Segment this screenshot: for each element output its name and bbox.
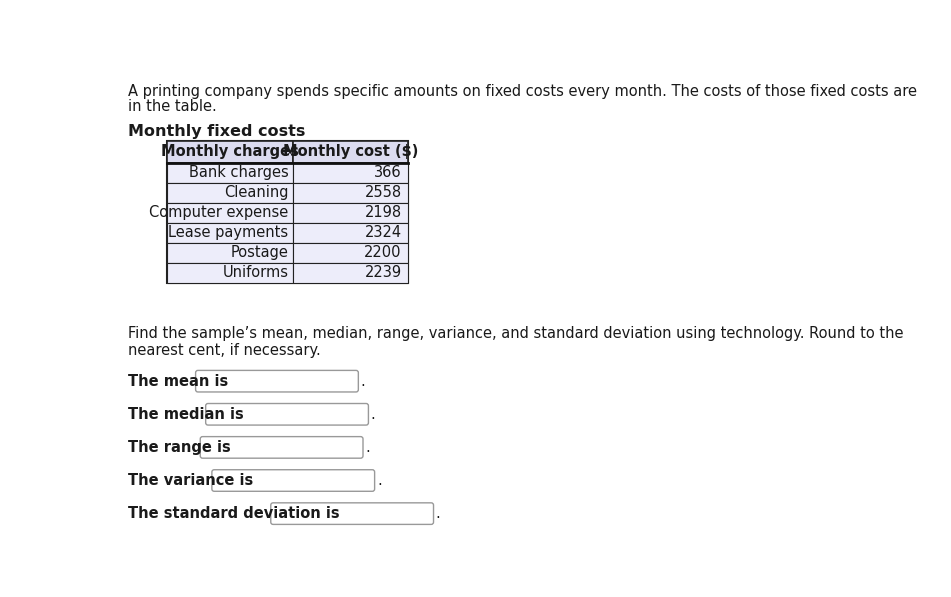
Bar (167, 223, 293, 242)
Bar (167, 263, 293, 282)
Text: 2324: 2324 (364, 225, 401, 240)
Text: Cleaning: Cleaning (224, 185, 288, 200)
Bar (167, 162, 293, 183)
Text: .: . (365, 440, 370, 455)
Text: 2558: 2558 (364, 185, 401, 200)
Text: Bank charges: Bank charges (189, 165, 288, 180)
Text: .: . (436, 506, 440, 521)
Text: Monthly fixed costs: Monthly fixed costs (128, 124, 305, 139)
Bar (293, 263, 408, 282)
Bar (167, 242, 293, 263)
Text: Lease payments: Lease payments (168, 225, 288, 240)
Bar (293, 242, 408, 263)
Text: The range is: The range is (128, 440, 231, 455)
Bar (167, 183, 293, 202)
Text: Uniforms: Uniforms (223, 265, 288, 280)
Text: A printing company spends specific amounts on fixed costs every month. The costs: A printing company spends specific amoun… (128, 84, 917, 99)
Text: 2198: 2198 (364, 205, 401, 220)
Bar (293, 202, 408, 223)
Text: .: . (360, 374, 365, 389)
Text: The median is: The median is (128, 407, 243, 422)
Bar (167, 202, 293, 223)
Bar (293, 223, 408, 242)
Bar (167, 141, 408, 282)
Text: Monthly cost ($): Monthly cost ($) (282, 144, 418, 159)
Bar (293, 141, 408, 162)
Text: Postage: Postage (231, 245, 288, 260)
Text: nearest cent, if necessary.: nearest cent, if necessary. (128, 343, 320, 358)
Text: The mean is: The mean is (128, 374, 228, 389)
FancyBboxPatch shape (196, 370, 359, 392)
Bar (293, 183, 408, 202)
FancyBboxPatch shape (212, 470, 375, 491)
Text: 2239: 2239 (364, 265, 401, 280)
Text: 2200: 2200 (364, 245, 401, 260)
Text: The standard deviation is: The standard deviation is (128, 506, 340, 521)
Text: in the table.: in the table. (128, 99, 217, 115)
Text: Computer expense: Computer expense (149, 205, 288, 220)
Text: Monthly charges: Monthly charges (161, 144, 299, 159)
Bar (167, 141, 293, 162)
Text: The variance is: The variance is (128, 473, 253, 488)
Text: .: . (371, 407, 376, 422)
Text: Find the sample’s mean, median, range, variance, and standard deviation using te: Find the sample’s mean, median, range, v… (128, 326, 903, 341)
Text: 366: 366 (374, 165, 401, 180)
FancyBboxPatch shape (271, 503, 434, 524)
FancyBboxPatch shape (205, 404, 368, 425)
FancyBboxPatch shape (201, 436, 363, 458)
Text: .: . (377, 473, 381, 488)
Bar (293, 162, 408, 183)
